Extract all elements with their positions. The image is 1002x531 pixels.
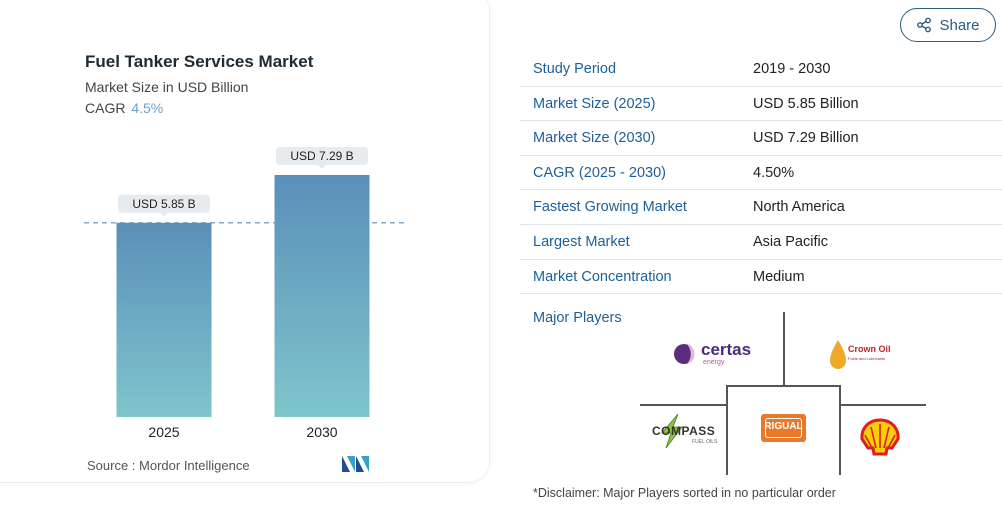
- info-value: 2019 - 2030: [753, 61, 831, 77]
- chart-card: [0, 0, 490, 483]
- certas-mark-icon: [674, 344, 695, 364]
- grid-line: [839, 385, 841, 475]
- info-row-largest-market: Largest Market Asia Pacific: [520, 225, 1002, 260]
- info-key: Market Concentration: [533, 268, 672, 285]
- certas-wordmark: certas: [701, 340, 752, 359]
- compass-bolt-icon: [661, 414, 683, 448]
- grid-line: [726, 385, 840, 387]
- grid-line: [840, 404, 926, 406]
- cagr-label: CAGR: [85, 100, 126, 116]
- data-label: USD 5.85 B: [132, 197, 195, 211]
- info-value: Medium: [753, 268, 805, 285]
- crown-oil-wordmark: Crown Oil: [848, 344, 891, 354]
- compass-sub: FUEL OILS: [692, 439, 718, 445]
- bar-2025: [116, 222, 212, 417]
- crown-oil-logo: Crown Oil Fuels and Lubricants: [828, 338, 891, 374]
- data-label-bg: [118, 194, 210, 213]
- major-players-grid: [640, 310, 930, 475]
- rigual-wordmark: RIGUAL: [764, 421, 803, 432]
- source-text: Source : Mordor Intelligence: [87, 458, 250, 473]
- info-value: USD 5.85 Billion: [753, 95, 859, 112]
- info-key: Fastest Growing Market: [533, 199, 687, 216]
- info-row-market-size-2030: Market Size (2030) USD 7.29 Billion: [520, 121, 1002, 156]
- info-value: 4.50%: [753, 164, 795, 181]
- mordor-intelligence-logo: [342, 456, 369, 472]
- info-row-study-period: Study Period 2019 - 2030: [520, 52, 1002, 87]
- share-icon: [917, 17, 932, 33]
- grid-line: [640, 404, 726, 406]
- data-label: USD 7.29 B: [290, 149, 353, 163]
- cagr-value: 4.5%: [131, 100, 164, 116]
- grid-line: [783, 312, 785, 385]
- info-value: Asia Pacific: [753, 233, 828, 250]
- bar-chart: USD 5.85 B 2025 USD 7.29 B 2030: [84, 147, 404, 440]
- share-label: Share: [939, 16, 980, 34]
- market-info-table: Study Period 2019 - 2030 Market Size (20…: [520, 52, 1002, 295]
- certas-sub: energy: [703, 359, 725, 366]
- rigual-logo: RIGUAL: [761, 414, 806, 442]
- compass-wordmark: COMPASS: [652, 424, 716, 438]
- compass-fuel-oils-logo: COMPASS FUEL OILS: [652, 414, 728, 448]
- data-label-pointer: [318, 165, 326, 169]
- shell-logo-icon: [860, 418, 900, 456]
- major-players-label: Major Players: [533, 310, 622, 326]
- chart-title: Fuel Tanker Services Market: [85, 52, 314, 71]
- data-label-pointer: [160, 212, 168, 217]
- info-key: Market Size (2030): [533, 130, 656, 147]
- disclaimer-text: *Disclaimer: Major Players sorted in no …: [533, 486, 836, 500]
- info-row-market-size-2025: Market Size (2025) USD 5.85 Billion: [520, 87, 1002, 122]
- info-row-fastest-growing: Fastest Growing Market North America: [520, 190, 1002, 225]
- crown-oil-sub: Fuels and Lubricants: [848, 356, 886, 361]
- grid-line: [726, 385, 728, 475]
- info-row-cagr: CAGR (2025 - 2030) 4.50%: [520, 156, 1002, 191]
- share-button[interactable]: Share: [900, 8, 996, 42]
- info-key: Largest Market: [533, 233, 630, 250]
- chart-subtitle: Market Size in USD Billion: [85, 79, 249, 95]
- bar-2030: [274, 175, 370, 417]
- x-tick-label: 2025: [148, 424, 179, 440]
- oil-drop-icon: [830, 340, 846, 369]
- info-row-concentration: Market Concentration Medium: [520, 260, 1002, 295]
- data-label-bg: [276, 147, 368, 165]
- info-key: Market Size (2025): [533, 95, 656, 112]
- info-value: North America: [753, 199, 845, 216]
- info-key: Study Period: [533, 61, 617, 77]
- x-tick-label: 2030: [306, 424, 337, 440]
- cagr-line: CAGR 4.5%: [85, 100, 163, 116]
- info-value: USD 7.29 Billion: [753, 130, 859, 147]
- certas-energy-logo: certas energy: [673, 338, 758, 370]
- info-key: CAGR (2025 - 2030): [533, 164, 666, 181]
